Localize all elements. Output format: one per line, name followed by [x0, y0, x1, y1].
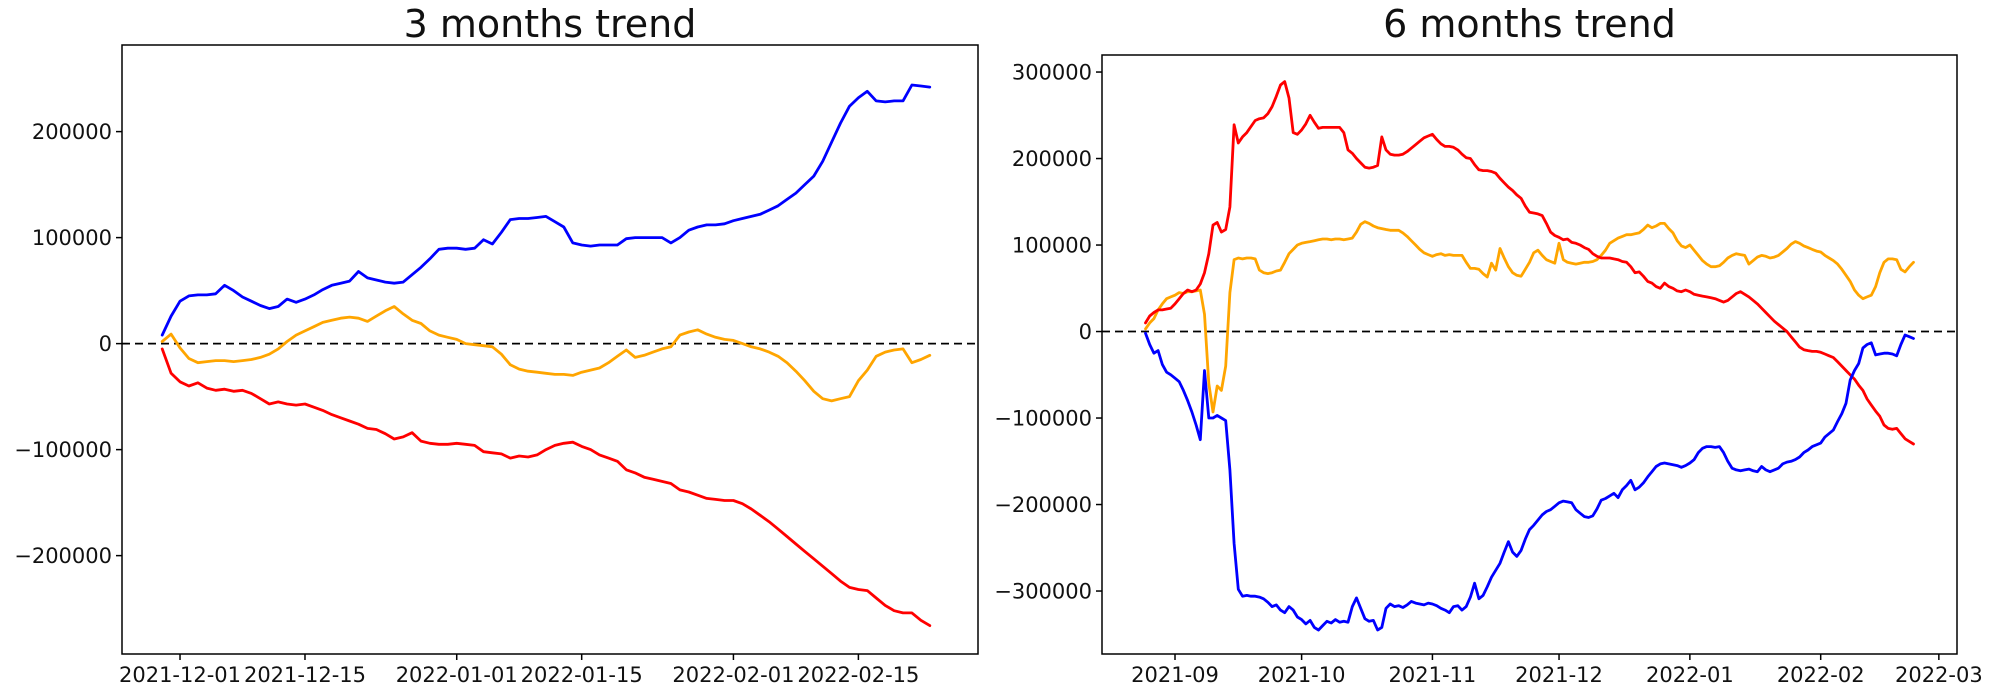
x-tick-label: 2022-01-01 — [396, 663, 518, 687]
x-tick-label: 2022-01-15 — [521, 663, 643, 687]
y-tick-label: 100000 — [32, 226, 112, 250]
x-tick-label: 2021-10 — [1258, 663, 1346, 687]
plot-border — [1101, 54, 1958, 655]
x-tick-label: 2021-12-15 — [244, 663, 366, 687]
chart-title-3-months: 3 months trend — [403, 2, 697, 46]
y-tick-label: 0 — [99, 332, 112, 356]
x-tick-label: 2022-01 — [1646, 663, 1734, 687]
chart-0: 2021-12-01 2021-12-15 2022-01-01 2022-01-15… — [14, 44, 979, 687]
series-line-red — [160, 347, 932, 627]
y-tick-label: 200000 — [1012, 147, 1092, 171]
x-tick-label: 2022-02-01 — [672, 663, 794, 687]
x-tick-label: 2021-09 — [1131, 663, 1219, 687]
y-tick-label: −200000 — [14, 544, 112, 568]
y-tick-label: −200000 — [994, 493, 1092, 517]
series-line-orange — [1144, 220, 1915, 414]
series-line-orange — [160, 305, 932, 403]
x-tick-label: 2022-02-15 — [797, 663, 919, 687]
series-line-blue — [1144, 331, 1915, 632]
y-tick-label: 100000 — [1012, 234, 1092, 258]
x-tick-label: 2022-03 — [1895, 663, 1983, 687]
y-tick-label: −100000 — [14, 438, 112, 462]
y-tick-label: 0 — [1079, 320, 1092, 344]
x-tick-label: 2021-11 — [1389, 663, 1477, 687]
y-tick-label: 200000 — [32, 120, 112, 144]
chart-title-6-months: 6 months trend — [1383, 2, 1676, 46]
x-tick-label: 2021-12 — [1515, 663, 1603, 687]
y-tick-label: 300000 — [1012, 61, 1092, 85]
y-tick-label: −100000 — [994, 407, 1092, 431]
x-tick-label: 2022-02 — [1777, 663, 1865, 687]
series-line-blue — [160, 83, 932, 337]
chart-1: 2021-09 2021-10 2021-11 2021-12 2022-01 2022-… — [994, 54, 1983, 687]
x-tick-label: 2021-12-01 — [119, 663, 241, 687]
series-line-red — [1144, 80, 1915, 446]
y-tick-label: −300000 — [994, 580, 1092, 604]
plot-border — [121, 44, 979, 655]
